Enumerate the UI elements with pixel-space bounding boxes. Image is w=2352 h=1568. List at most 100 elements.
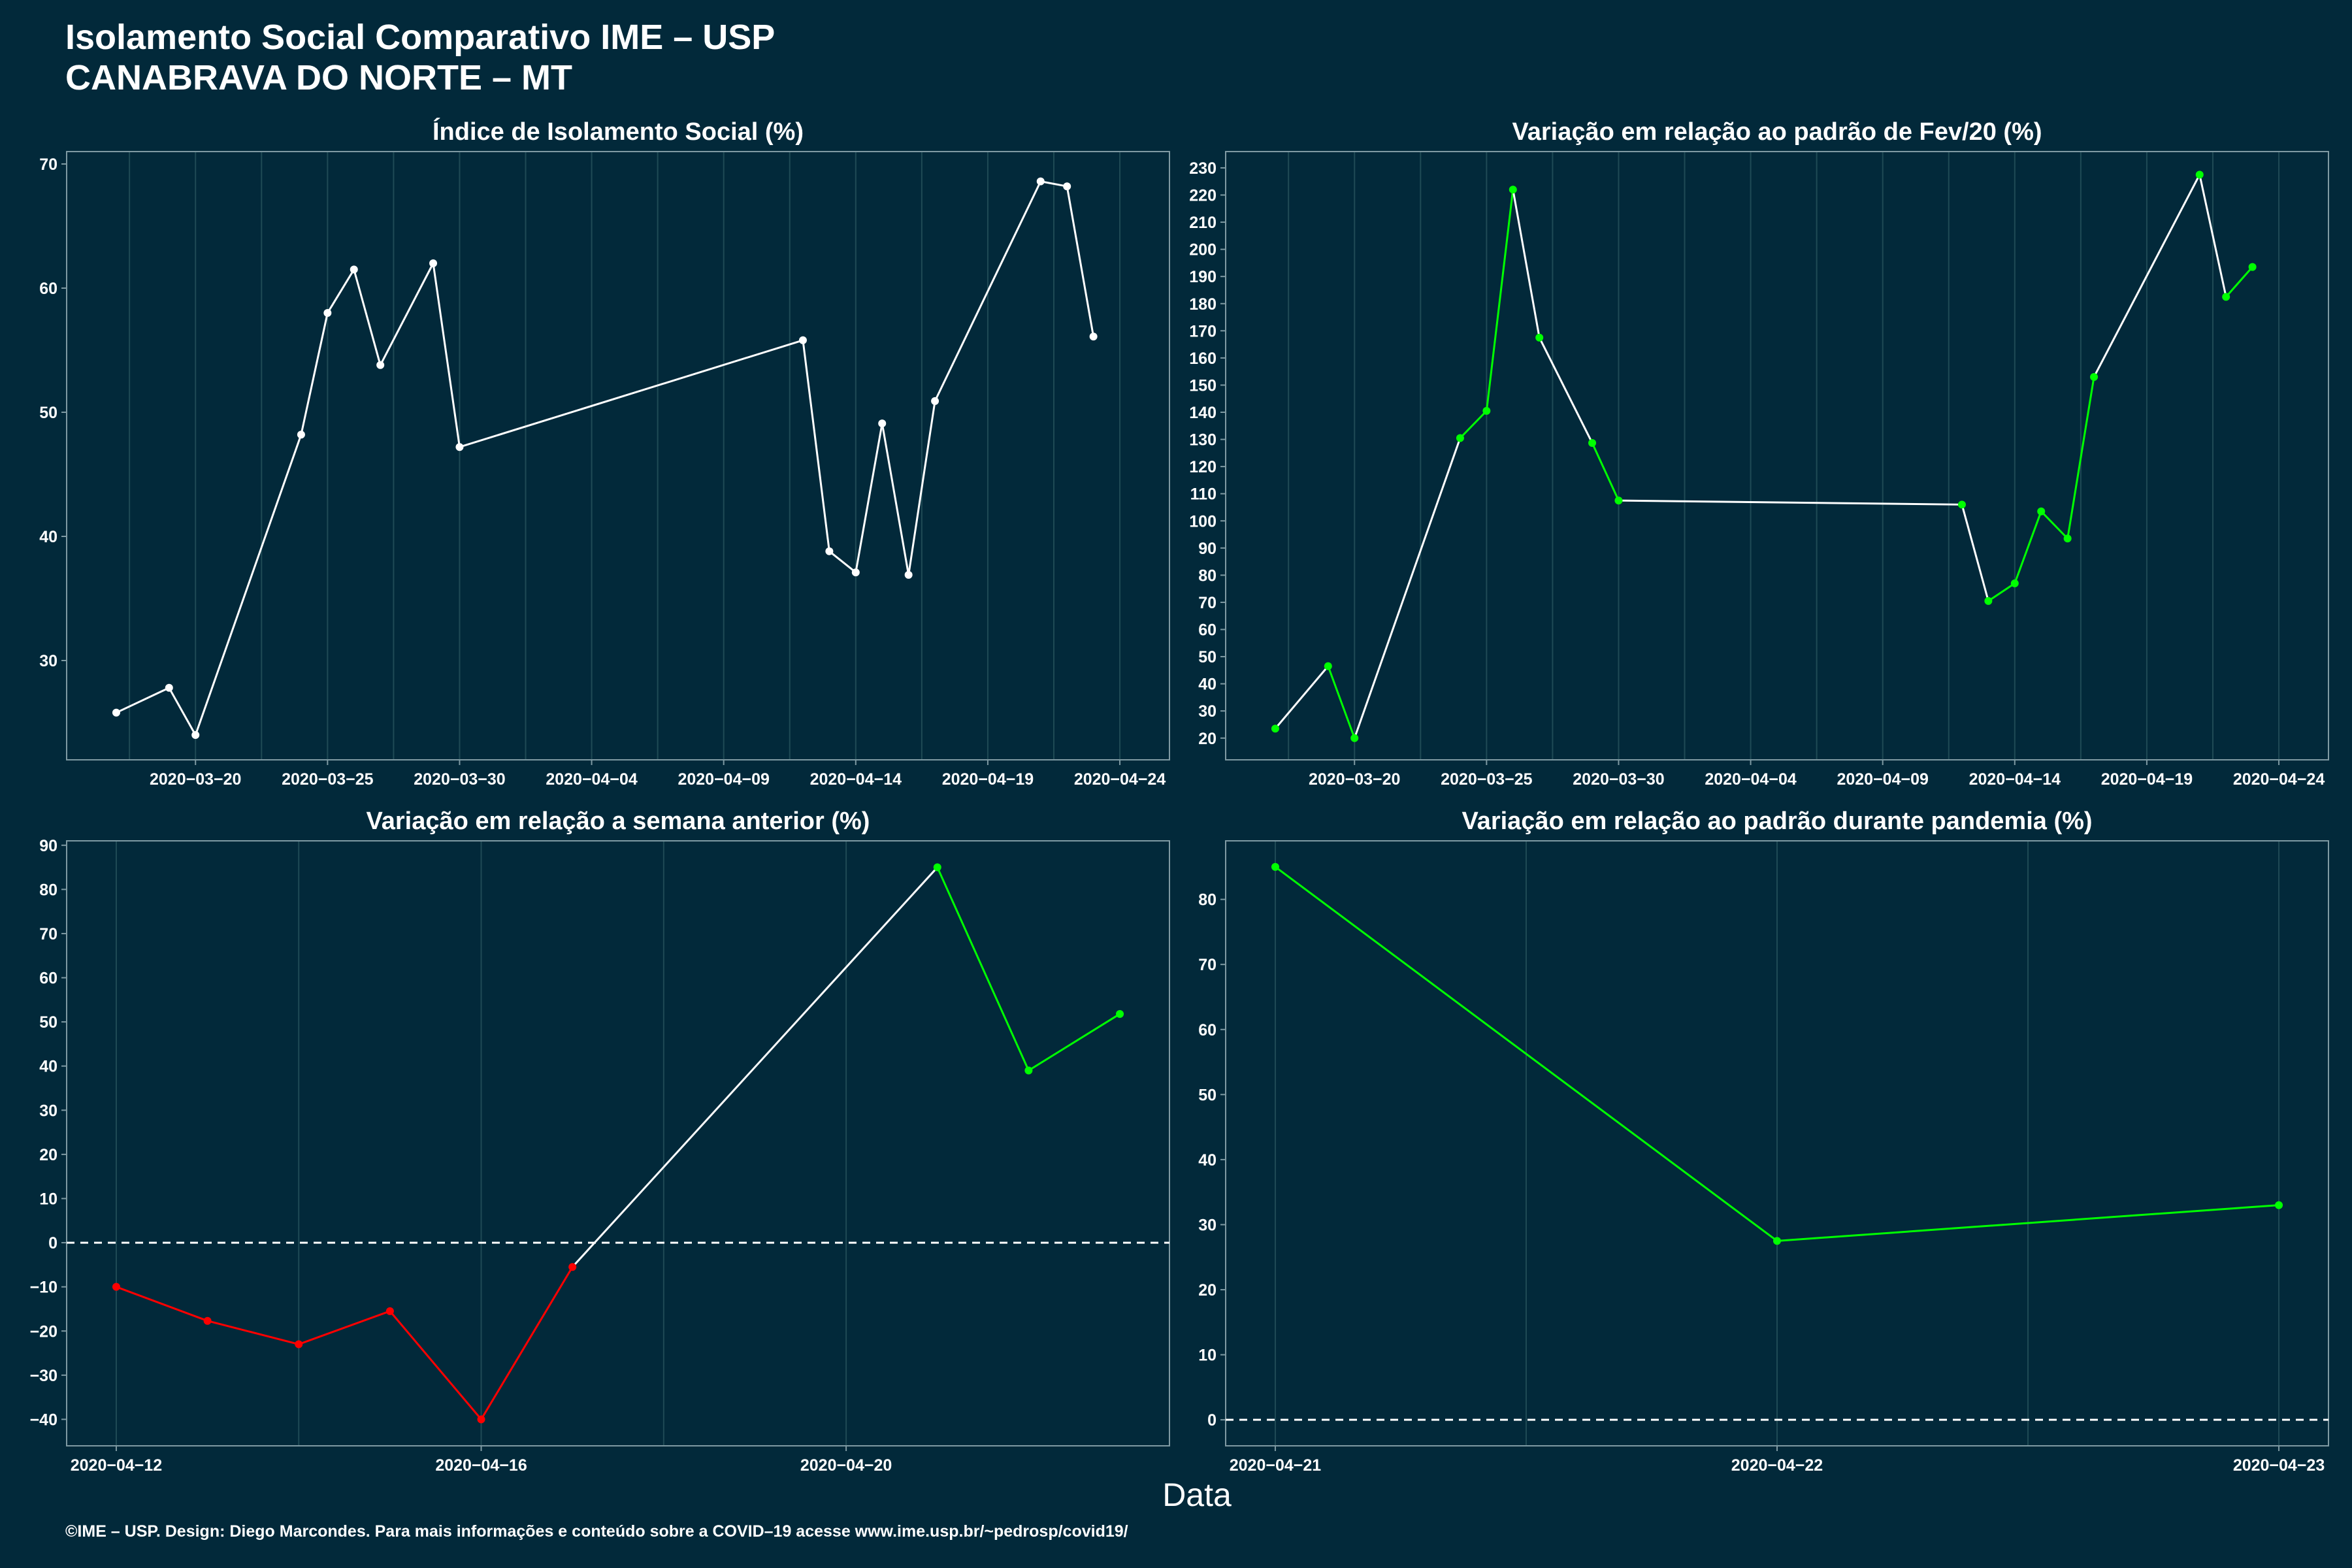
y-tick-label: 70 (39, 155, 57, 174)
data-point (2090, 372, 2099, 381)
data-point (904, 570, 913, 579)
series-segment (828, 550, 857, 574)
main-title-line2: CANABRAVA DO NORTE – MT (65, 58, 572, 97)
data-point (295, 1340, 303, 1348)
x-tick-label: 2020−04−12 (71, 1456, 162, 1475)
x-tick-label: 2020−04−21 (1230, 1456, 1322, 1475)
y-tick-label: −40 (30, 1411, 57, 1429)
data-point (1271, 725, 1279, 733)
data-point (2275, 1201, 2283, 1209)
series-segment (379, 263, 434, 366)
data-point (477, 1415, 485, 1424)
data-point (931, 397, 939, 405)
y-tick-label: 20 (39, 1146, 57, 1164)
x-tick-label: 2020−04−14 (810, 770, 902, 789)
y-tick-label: 40 (1198, 676, 1217, 694)
y-tick-label: 70 (1198, 956, 1217, 974)
y-tick-label: −20 (30, 1322, 57, 1341)
data-point (1350, 734, 1359, 742)
series-segment (116, 687, 170, 714)
main-title: Isolamento Social Comparativo IME – USP … (65, 17, 775, 98)
x-tick-label: 2020−04−04 (546, 770, 638, 789)
data-point (350, 265, 358, 274)
data-point (112, 1282, 120, 1291)
series-segment (327, 269, 355, 314)
series-segment (934, 180, 1042, 402)
data-point (191, 731, 200, 739)
y-tick-label: 210 (1189, 214, 1217, 232)
data-point (1063, 182, 1071, 191)
y-tick-label: 180 (1189, 295, 1217, 314)
series-segment (855, 423, 883, 573)
series-segment (432, 263, 461, 448)
y-tick-label: 50 (39, 1013, 57, 1032)
y-tick-label: 90 (1198, 540, 1217, 558)
series-segment (389, 1310, 482, 1420)
main-title-line1: Isolamento Social Comparativo IME – USP (65, 18, 776, 57)
series-segment (1961, 504, 1989, 602)
x-tick-label: 2020−04−04 (1705, 770, 1797, 789)
series-segment (480, 1266, 574, 1420)
series-segment (2014, 511, 2042, 584)
data-point (1456, 434, 1464, 442)
y-tick-label: 60 (39, 970, 57, 988)
y-tick-label: 10 (39, 1190, 57, 1208)
panel-title: Índice de Isolamento Social (%) (433, 117, 804, 146)
data-point (1089, 333, 1098, 341)
y-tick-label: 110 (1190, 485, 1217, 504)
x-tick-label: 2020−04−22 (1731, 1456, 1823, 1475)
data-point (1271, 862, 1279, 871)
data-point (112, 708, 120, 717)
series-segment (353, 269, 382, 366)
x-tick-label: 2020−04−14 (1969, 770, 2061, 789)
series-segment (1485, 189, 1514, 412)
x-tick-label: 2020−03−20 (1309, 770, 1400, 789)
data-point (1482, 406, 1491, 415)
series-segment (2066, 376, 2095, 539)
y-tick-label: 30 (1198, 702, 1217, 721)
y-tick-label: 70 (39, 925, 57, 943)
series-segment (1066, 186, 1095, 337)
series-segment (459, 339, 804, 448)
y-tick-label: 150 (1189, 376, 1217, 395)
series-segment (1776, 1204, 2279, 1242)
series-segment (1459, 410, 1488, 439)
panel-title: Variação em relação a semana anterior (%… (367, 808, 870, 835)
y-tick-label: 80 (39, 881, 57, 899)
y-tick-label: 90 (39, 837, 57, 855)
chart-panel-1: Índice de Isolamento Social (%) 30 40 50 60 7… (39, 117, 1170, 789)
data-point (851, 568, 860, 577)
y-tick-label: 140 (1189, 404, 1217, 422)
x-tick-label: 2020−03−25 (1441, 770, 1533, 789)
y-tick-label: 50 (1198, 1086, 1217, 1104)
y-tick-label: 0 (48, 1234, 57, 1252)
data-point (798, 336, 807, 344)
series-segment (881, 423, 910, 576)
series-segment (300, 312, 329, 435)
y-tick-label: 60 (39, 280, 57, 298)
panel-title: Variação em relação ao padrão durante pa… (1462, 808, 2092, 835)
data-point (385, 1307, 394, 1315)
chart-panel-4: Variação em relação ao padrão durante pa… (1198, 808, 2329, 1475)
data-point (933, 863, 941, 872)
series-segment (207, 1320, 299, 1345)
y-tick-label: 10 (1198, 1347, 1217, 1365)
data-point (455, 443, 464, 451)
y-tick-label: 40 (39, 528, 57, 546)
data-point (568, 1263, 577, 1271)
y-tick-label: 190 (1189, 268, 1217, 286)
chart-panel-3: Variação em relação a semana anterior (%… (30, 808, 1170, 1475)
series-segment (2198, 174, 2227, 297)
x-tick-label: 2020−04−24 (2233, 770, 2325, 789)
series-segment (1538, 337, 1593, 444)
panel-frame (1225, 151, 2329, 760)
data-point (2010, 579, 2019, 587)
data-point (1036, 177, 1045, 186)
x-tick-label: 2020−04−19 (942, 770, 1034, 789)
x-tick-label: 2020−04−20 (800, 1456, 892, 1475)
series-segment (907, 400, 936, 576)
x-tick-label: 2020−04−19 (2101, 770, 2193, 789)
y-tick-label: 120 (1189, 458, 1217, 476)
y-tick-label: 200 (1189, 241, 1217, 259)
